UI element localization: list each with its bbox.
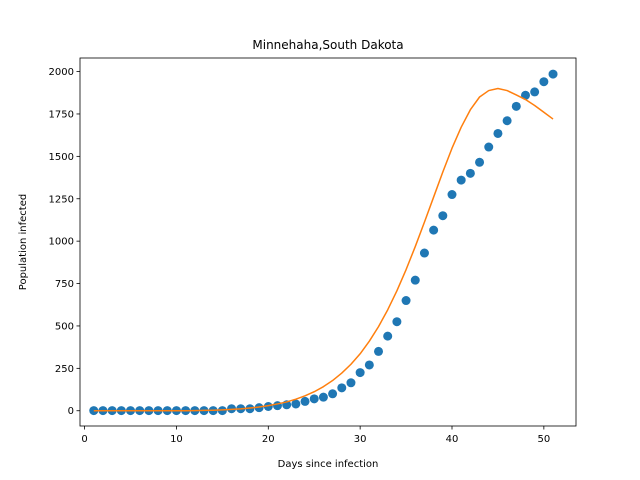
x-tick-label: 50: [537, 434, 550, 445]
y-tick-label: 1000: [49, 237, 74, 248]
data-point: [309, 394, 319, 404]
data-point: [410, 275, 420, 285]
data-point: [300, 396, 310, 406]
y-tick-label: 250: [55, 364, 74, 375]
data-point: [456, 175, 466, 185]
x-tick-label: 30: [354, 434, 367, 445]
x-tick-label: 10: [170, 434, 183, 445]
data-point: [493, 128, 503, 138]
data-point: [511, 101, 521, 111]
x-tick-label: 0: [81, 434, 87, 445]
data-point: [520, 90, 530, 100]
y-axis-label: Population infected: [18, 194, 29, 290]
y-tick-label: 500: [55, 321, 74, 332]
data-point: [530, 87, 540, 97]
x-axis-label: Days since infection: [278, 459, 379, 470]
y-tick-label: 1250: [49, 194, 74, 205]
y-tick-label: 1500: [49, 152, 74, 163]
chart-title: Minnehaha,South Dakota: [252, 38, 403, 52]
y-tick-label: 2000: [49, 67, 74, 78]
data-point: [419, 248, 429, 258]
data-point: [401, 296, 411, 306]
data-point: [548, 69, 558, 79]
x-tick-label: 40: [446, 434, 459, 445]
data-point: [392, 317, 402, 327]
data-point: [484, 142, 494, 152]
data-point: [346, 378, 356, 388]
data-point: [475, 157, 485, 167]
data-point: [318, 392, 328, 402]
y-tick-label: 1750: [49, 109, 74, 120]
data-point: [447, 190, 457, 200]
data-point: [328, 389, 338, 399]
x-tick-label: 20: [262, 434, 275, 445]
data-point: [465, 168, 475, 178]
data-point: [364, 360, 374, 370]
y-tick-label: 0: [68, 406, 74, 417]
data-point: [429, 225, 439, 235]
data-point: [502, 116, 512, 126]
data-point: [263, 401, 273, 411]
data-point: [355, 368, 365, 378]
data-point: [383, 331, 393, 341]
fit-line: [93, 87, 554, 412]
data-point: [539, 77, 549, 87]
data-point: [291, 399, 301, 409]
ticks-layer: 0 10 20 30 40 5002505007501000125015001750200…: [49, 67, 551, 445]
plot-frame: [79, 57, 577, 427]
data-point: [337, 383, 347, 393]
data-point: [374, 346, 384, 356]
data-point: [438, 211, 448, 221]
y-tick-label: 750: [55, 279, 74, 290]
data-point: [89, 406, 99, 416]
plot-layer: [89, 69, 558, 416]
